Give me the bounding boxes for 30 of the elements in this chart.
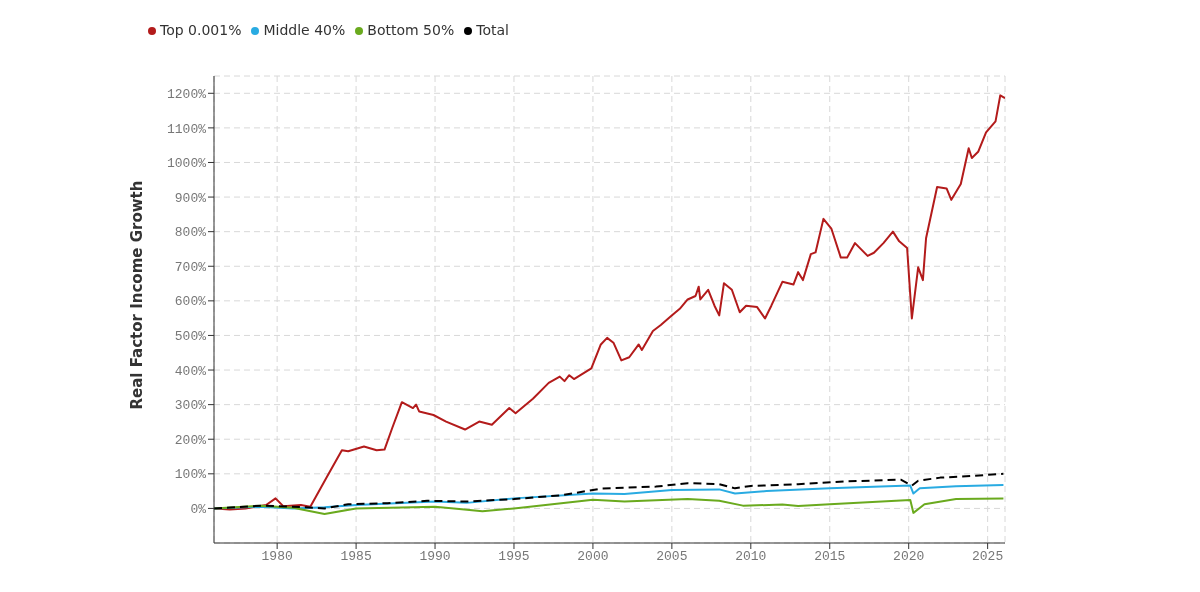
x-tick-label: 2000 (577, 549, 609, 565)
legend-label: Middle 40% (263, 22, 346, 38)
y-axis-title: Real Factor Income Growth (128, 180, 147, 410)
legend-label: Total (476, 22, 509, 38)
y-tick-label: 800% (174, 225, 207, 241)
legend-label: Bottom 50% (367, 22, 455, 38)
y-tick-label: 1100% (166, 121, 207, 137)
y-tick-label: 600% (174, 294, 207, 310)
y-tick-label: 900% (174, 190, 207, 206)
x-tick-label: 2005 (656, 549, 688, 565)
y-tick-label: 0% (190, 502, 207, 518)
y-tick-label: 100% (174, 467, 207, 483)
x-tick-label: 2025 (972, 549, 1004, 565)
x-tick-label: 1995 (498, 549, 530, 565)
y-tick-label: 500% (174, 329, 207, 345)
legend-label: Top 0.001% (160, 22, 242, 38)
y-tick-label: 300% (174, 398, 207, 414)
y-tick-label: 200% (174, 432, 207, 448)
y-tick-label: 700% (174, 259, 207, 275)
y-tick-label: 1000% (166, 156, 207, 172)
x-tick-label: 2020 (893, 549, 925, 565)
x-tick-label: 1985 (340, 549, 372, 565)
line-series (214, 94, 1005, 511)
x-tick-label: 2015 (814, 549, 846, 565)
x-tick-label: 1990 (419, 549, 451, 565)
line-series (214, 472, 1005, 510)
x-tick-label: 1980 (261, 549, 293, 565)
y-tick-label: 400% (174, 363, 207, 379)
y-tick-label: 1200% (166, 86, 207, 102)
x-tick-label: 2010 (735, 549, 767, 565)
